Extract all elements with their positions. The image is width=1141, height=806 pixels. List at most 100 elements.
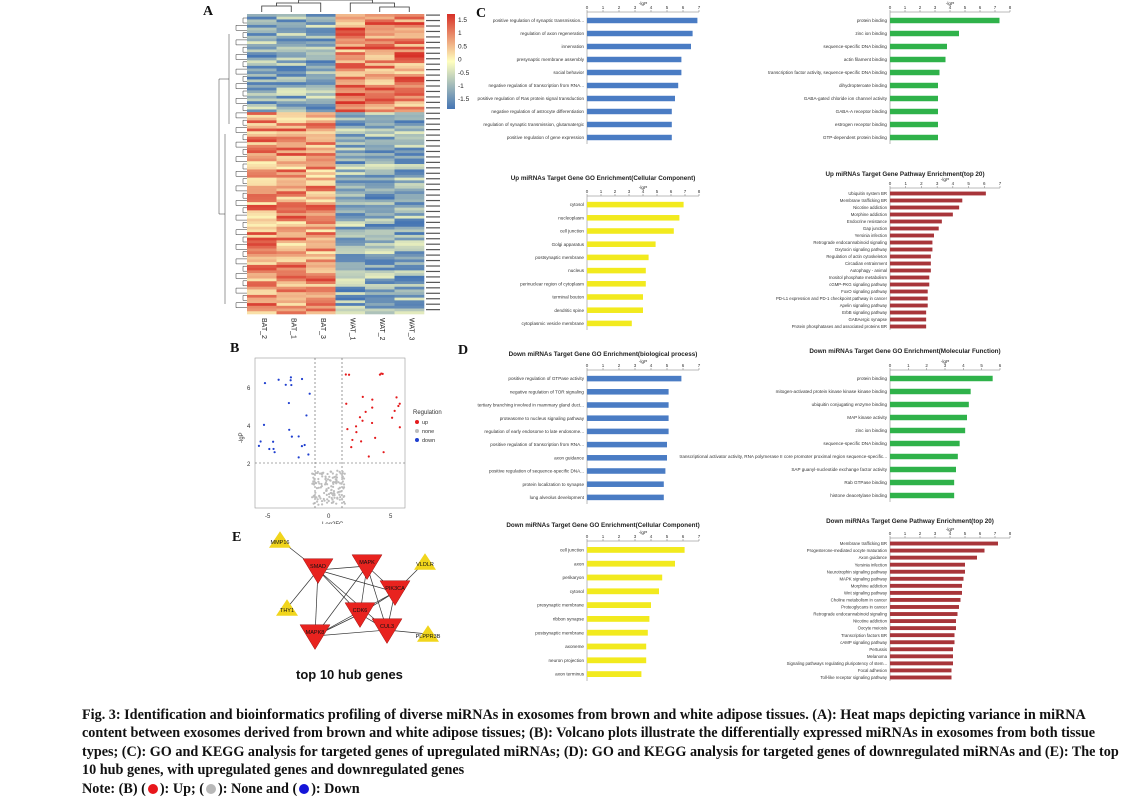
bar bbox=[890, 268, 931, 273]
category-label: positive regulation of Ras protein signa… bbox=[478, 96, 585, 101]
point-down bbox=[268, 447, 271, 451]
heatmap-cell bbox=[247, 281, 277, 285]
x-tick-label: 0 bbox=[327, 514, 331, 520]
bar bbox=[587, 560, 675, 567]
heatmap-cell bbox=[247, 172, 277, 176]
point-none bbox=[324, 475, 327, 478]
heatmap-cell bbox=[276, 245, 307, 249]
bar bbox=[890, 414, 967, 421]
point-none bbox=[330, 489, 333, 492]
heatmap-cell bbox=[394, 82, 425, 86]
heatmap-cell bbox=[247, 180, 277, 184]
tick-label: 4 bbox=[650, 363, 653, 368]
heatmap-cell bbox=[276, 38, 307, 42]
heatmap-cell bbox=[335, 166, 366, 170]
heatmap-cell bbox=[306, 150, 336, 154]
heatmap-cell bbox=[394, 109, 425, 113]
tick-label: 3 bbox=[634, 363, 637, 368]
heatmap-cell bbox=[394, 229, 425, 233]
heatmap-cell bbox=[306, 104, 336, 108]
heatmap-cell bbox=[247, 232, 277, 236]
heatmap-cell bbox=[335, 16, 366, 20]
heatmap-cell bbox=[276, 207, 307, 211]
heatmap-cell bbox=[365, 303, 395, 307]
row-label-mark bbox=[426, 112, 440, 114]
category-label: Autophagy - animal bbox=[850, 268, 887, 273]
heatmap-cell bbox=[247, 169, 277, 173]
heatmap-cell bbox=[306, 308, 336, 312]
heatmap-cell bbox=[276, 52, 307, 56]
heatmap-cell bbox=[247, 128, 277, 132]
heatmap-cell bbox=[335, 84, 366, 88]
bar bbox=[890, 254, 931, 259]
heatmap-cell bbox=[335, 204, 366, 208]
heatmap-cell bbox=[276, 305, 307, 309]
point-down bbox=[272, 447, 275, 451]
heatmap-cell bbox=[394, 123, 425, 127]
heatmap-cell bbox=[394, 125, 425, 129]
heatmap-cell bbox=[365, 210, 395, 214]
heatmap-cell bbox=[394, 41, 425, 45]
bar bbox=[587, 629, 648, 636]
heatmap-cell bbox=[335, 172, 366, 176]
heatmap-cell bbox=[276, 95, 307, 99]
point-down bbox=[284, 383, 287, 386]
heatmap-cell bbox=[306, 16, 336, 20]
row-label-mark bbox=[426, 85, 440, 87]
heatmap-cell bbox=[365, 270, 395, 274]
heatmap-cell bbox=[394, 14, 425, 18]
category-label: postsynaptic membrane bbox=[535, 255, 584, 260]
bar bbox=[587, 468, 666, 474]
chart-title: Up miRNAs Target Gene Pathway Enrichment… bbox=[825, 171, 984, 178]
heatmap-cell bbox=[335, 95, 366, 99]
bar bbox=[587, 82, 679, 89]
row-label-mark bbox=[426, 47, 440, 49]
point-none bbox=[342, 495, 345, 499]
tick-label: 0 bbox=[889, 363, 892, 368]
heatmap-cell bbox=[365, 264, 395, 268]
row-dendrogram-branch bbox=[242, 163, 247, 170]
heatmap-cell bbox=[335, 57, 366, 61]
heatmap-cell bbox=[365, 46, 395, 50]
bar bbox=[890, 275, 930, 280]
row-dendrogram-branch bbox=[235, 54, 247, 60]
heatmap-cell bbox=[247, 71, 277, 75]
point-none bbox=[338, 498, 341, 501]
heatmap-cell bbox=[335, 267, 366, 271]
heatmap-cell bbox=[247, 204, 277, 208]
heatmap-cell bbox=[365, 196, 395, 200]
heatmap-cell bbox=[276, 90, 307, 94]
heatmap-cell bbox=[394, 63, 425, 67]
heatmap-cell bbox=[365, 207, 395, 211]
row-label-mark bbox=[426, 145, 440, 147]
heatmap-cell bbox=[394, 120, 425, 124]
row-label-mark bbox=[426, 249, 440, 251]
bar bbox=[890, 121, 938, 128]
heatmap-cell bbox=[276, 300, 307, 304]
legend-tick-label: -1 bbox=[458, 83, 464, 90]
heatmap-cell bbox=[335, 256, 366, 260]
point-none bbox=[325, 489, 328, 492]
point-none bbox=[323, 499, 326, 502]
heatmap-cell bbox=[247, 24, 277, 28]
hub-gene-label: CDK6 bbox=[353, 608, 368, 614]
heatmap-cell bbox=[247, 16, 277, 20]
heatmap-cell bbox=[394, 161, 425, 165]
heatmap-cell bbox=[247, 65, 277, 69]
sample-label: WAT_2 bbox=[378, 318, 385, 340]
point-none bbox=[340, 490, 343, 493]
row-dendrogram-branch bbox=[235, 98, 247, 104]
point-down bbox=[262, 423, 266, 426]
category-label: neuron projection bbox=[549, 658, 585, 663]
heatmap-cell bbox=[276, 256, 307, 260]
heatmap-cells bbox=[247, 14, 425, 315]
hub-gene-label: CUL3 bbox=[380, 624, 394, 630]
heatmap-cell bbox=[365, 41, 395, 45]
tick-label: 1 bbox=[602, 5, 605, 10]
heatmap-cell bbox=[306, 259, 336, 263]
heatmap-cell bbox=[306, 82, 336, 86]
heatmap-cell bbox=[365, 52, 395, 56]
y-axis-label: -lgP bbox=[239, 432, 245, 443]
bar bbox=[890, 440, 960, 447]
heatmap-cell bbox=[247, 74, 277, 78]
